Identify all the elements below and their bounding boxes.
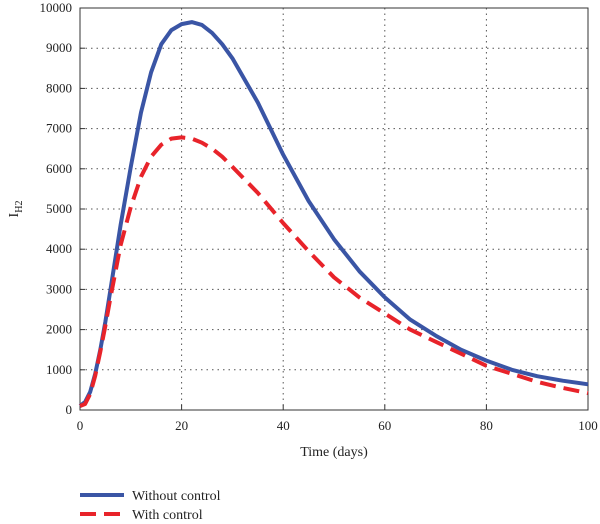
y-tick-label: 9000 [46,40,72,55]
y-tick-label: 5000 [46,201,72,216]
y-tick-label: 7000 [46,121,72,136]
y-tick-label: 10000 [40,0,73,15]
x-tick-label: 100 [578,418,598,433]
x-tick-label: 80 [480,418,493,433]
y-tick-label: 2000 [46,322,72,337]
y-axis-label-main: I [7,212,22,217]
legend: Without control With control [80,489,221,523]
y-axis-label: IH2 [7,201,25,218]
x-tick-label: 60 [378,418,391,433]
x-tick-label: 0 [77,418,84,433]
y-tick-label: 0 [66,402,73,417]
x-tick-label: 20 [175,418,188,433]
grid-lines [80,8,588,410]
series-line-2 [79,135,589,408]
series-line-1 [78,20,589,408]
y-tick-label: 6000 [46,161,72,176]
y-axis-label-subscript: H2 [14,201,25,213]
axis-ticks: 0 20 40 60 80 1000100020003000400050006000700… [40,0,598,433]
x-axis-label: Time (days) [300,445,368,460]
y-tick-label: 3000 [46,281,72,296]
x-tick-label: 40 [277,418,290,433]
legend-label: Without control [132,489,221,504]
series-lines [78,20,589,408]
legend-label: With control [132,508,203,523]
y-tick-label: 1000 [46,362,72,377]
y-tick-label: 8000 [46,80,72,95]
y-tick-label: 4000 [46,241,72,256]
